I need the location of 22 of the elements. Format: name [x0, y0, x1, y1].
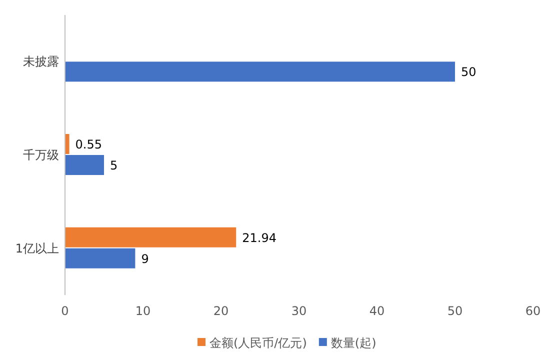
data-label: 21.94 [242, 230, 276, 245]
bar [65, 227, 236, 248]
bar [65, 248, 136, 268]
data-label: 0.55 [75, 138, 102, 152]
bar [65, 134, 70, 154]
x-tick-label: 0 [61, 304, 69, 318]
x-tick-label: 20 [213, 304, 229, 318]
x-tick-label: 40 [369, 304, 385, 318]
data-label: 9 [141, 252, 149, 266]
legend-label: 数量(起) [330, 336, 376, 350]
x-tick-label: 30 [291, 304, 307, 318]
x-tick-label: 50 [447, 304, 463, 318]
bar [65, 62, 455, 82]
legend-label: 金额(人民币/亿元) [210, 336, 307, 350]
data-label: 50 [461, 65, 476, 80]
x-tick-label: 10 [135, 304, 151, 318]
data-label: 5 [110, 158, 118, 172]
y-tick-label: 未披露 [23, 54, 59, 69]
y-tick-label: 千万级 [23, 148, 59, 162]
bar [65, 155, 104, 175]
y-tick-label: 1亿以上 [15, 241, 59, 256]
x-tick-label: 60 [525, 304, 541, 318]
